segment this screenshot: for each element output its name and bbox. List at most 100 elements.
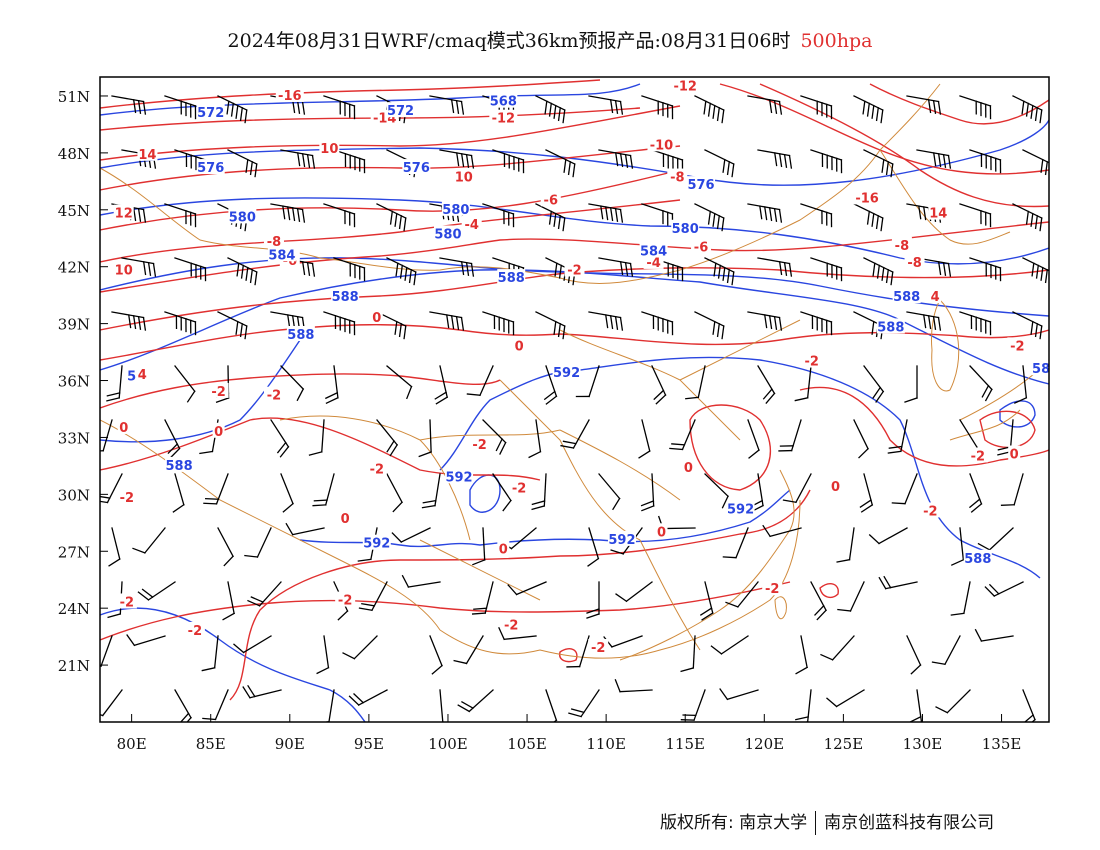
temp-contour-ne-3	[869, 83, 1049, 125]
pressure-level: 500hpa	[800, 30, 873, 52]
contour-label-bg	[366, 460, 387, 476]
wind-barb	[325, 365, 339, 405]
contour-label-bg	[113, 261, 134, 277]
wind-barb	[640, 473, 655, 512]
contour-label: 0	[372, 311, 381, 326]
temp-contour-loop-sea	[819, 583, 839, 599]
wind-barb	[984, 581, 1024, 597]
contour-label: 10	[455, 171, 473, 186]
wind-barb	[820, 635, 855, 661]
temp-contour-loop-s	[559, 648, 578, 663]
contour-label: -2	[567, 264, 581, 279]
footer-divider	[815, 811, 817, 835]
wind-barb	[202, 689, 229, 721]
contour-label-bg	[339, 510, 352, 526]
wind-barb	[1013, 365, 1028, 404]
contour-label: -8	[670, 171, 684, 186]
wind-barb	[837, 581, 865, 612]
wind-barb	[429, 635, 443, 675]
wind-barb	[685, 365, 706, 400]
wind-barb	[386, 257, 417, 286]
temp-contour-neg2-south	[100, 581, 791, 641]
wind-barb	[247, 581, 282, 607]
contour-label-bg	[362, 534, 391, 550]
province-lines	[279, 319, 801, 651]
wind-barb	[904, 365, 918, 403]
contour-label: -2	[338, 594, 352, 609]
wind-barb	[174, 257, 207, 282]
wind-barb	[959, 95, 992, 120]
wind-barb	[891, 473, 918, 505]
temp-contour-0	[100, 324, 1049, 361]
contour-label-bg	[212, 422, 225, 438]
wind-barb	[853, 419, 869, 459]
wind-barb	[270, 203, 306, 223]
wind-barb	[308, 419, 325, 456]
wind-barb	[704, 473, 729, 509]
contour-label-bg	[920, 502, 941, 518]
contour-label-bg	[509, 479, 530, 495]
wind-barb	[603, 635, 643, 648]
contour-label: -12	[673, 79, 697, 94]
wind-barb	[906, 311, 942, 331]
contour-label: -2	[120, 491, 134, 506]
contour-label: 592	[445, 470, 472, 485]
wind-barb	[566, 635, 590, 668]
contour-label-bg	[263, 386, 284, 402]
contour-label: 588	[877, 320, 904, 335]
wind-barb	[878, 575, 918, 590]
contour-label-bg	[453, 168, 474, 184]
wind-barb	[492, 473, 512, 512]
contour-label-bg	[967, 447, 988, 463]
contour-label-bg	[386, 102, 415, 118]
wind-barb	[810, 581, 827, 621]
contour-label: -2	[267, 389, 281, 404]
contour-label: 588	[166, 459, 193, 474]
contour-label-bg	[876, 318, 905, 334]
height-contour-592-loop	[469, 474, 501, 513]
height-contours	[100, 83, 1049, 722]
contour-label-bg	[655, 523, 668, 539]
lon-tick-label: 110E	[586, 735, 626, 753]
contour-label: -2	[765, 582, 779, 597]
contour-label-bg	[891, 236, 912, 252]
wind-barb	[421, 473, 441, 509]
wind-barb	[439, 689, 444, 722]
wind-barb	[638, 419, 651, 459]
wind-barb	[916, 149, 952, 169]
wind-barb	[586, 581, 600, 619]
contour-label-bg	[929, 288, 942, 304]
contour-label: -2	[211, 385, 225, 400]
contour-label-bg	[762, 580, 783, 596]
wind-barb	[795, 689, 812, 722]
contour-label-bg	[441, 200, 470, 216]
lat-tick-label: 45N	[58, 202, 90, 220]
contour-label: 0	[341, 512, 350, 527]
wind-barb	[969, 257, 1002, 282]
lat-tick-label: 30N	[58, 486, 90, 504]
wind-barb	[401, 574, 441, 588]
contour-label: 588	[287, 328, 314, 343]
copyright-footer: 版权所有: 南京大学 南京创蓝科技有限公司	[660, 808, 994, 835]
wind-barb	[100, 419, 113, 452]
wind-barb	[694, 311, 725, 340]
contour-label-bg	[275, 86, 304, 102]
korea-outline	[931, 299, 960, 392]
contour-label: 588	[893, 290, 920, 305]
contour-label-bg	[1008, 445, 1021, 461]
contour-label: -8	[907, 256, 921, 271]
wind-barb	[280, 365, 305, 402]
contour-label-bg	[1031, 360, 1049, 376]
wind-barb	[950, 527, 965, 566]
wind-barb	[887, 419, 908, 454]
wind-barb	[472, 527, 486, 566]
lat-tick-label: 48N	[58, 145, 90, 163]
temp-contour-ne-2	[759, 83, 1049, 208]
wind-barb	[859, 473, 874, 513]
wind-barb	[1012, 311, 1043, 340]
wind-barb	[641, 311, 674, 336]
contour-label: 572	[197, 106, 224, 121]
contour-label: 10	[320, 142, 338, 157]
wind-barb	[959, 203, 992, 228]
